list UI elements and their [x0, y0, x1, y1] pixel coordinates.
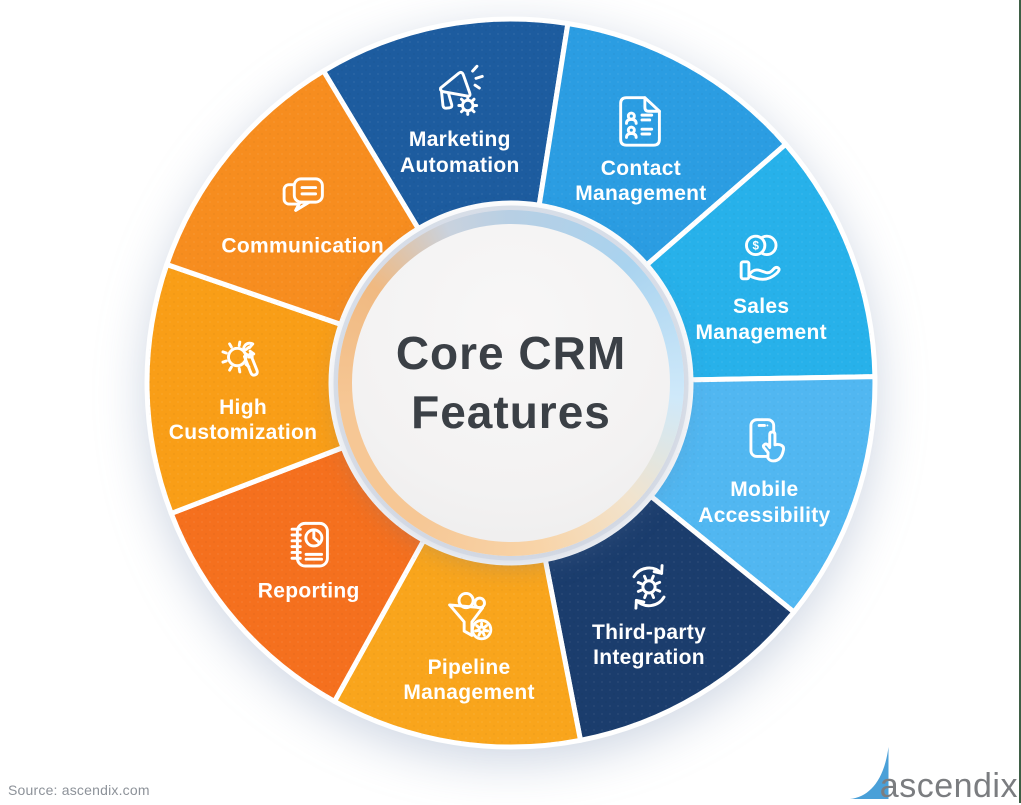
- center-disc: Core CRM Features: [352, 224, 670, 542]
- right-edge-line: [1019, 0, 1021, 803]
- logo-text: ascendix: [879, 767, 1018, 805]
- center-ring: Core CRM Features: [338, 210, 684, 556]
- logo-swoosh-icon: [849, 747, 889, 799]
- center-title: Core CRM Features: [395, 327, 627, 438]
- ascendix-logo: ascendix: [849, 745, 1018, 805]
- source-note: Source: ascendix.com: [8, 782, 150, 798]
